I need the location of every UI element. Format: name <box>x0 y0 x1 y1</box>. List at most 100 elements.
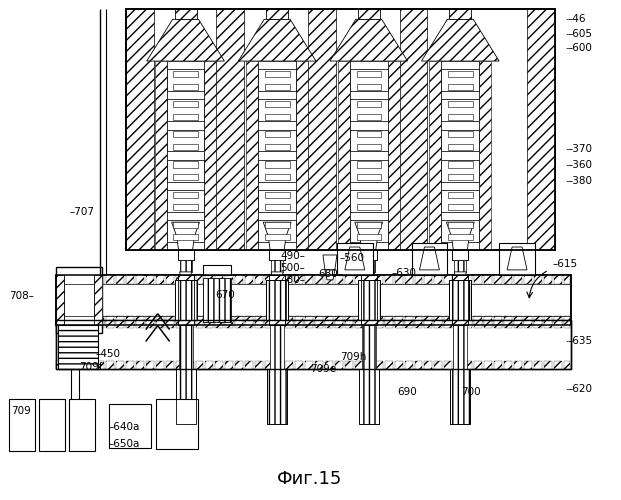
Bar <box>356 144 381 150</box>
Bar <box>335 316 343 324</box>
Bar <box>361 250 377 260</box>
Bar <box>58 324 98 370</box>
Bar <box>442 160 479 182</box>
Text: –635: –635 <box>568 336 593 346</box>
Bar <box>265 144 289 150</box>
Bar <box>494 320 502 328</box>
Bar <box>265 162 289 168</box>
Bar <box>285 275 293 284</box>
Bar <box>435 320 442 328</box>
Bar <box>267 370 287 424</box>
Bar <box>255 320 263 328</box>
Bar <box>126 362 134 370</box>
Bar <box>215 320 224 328</box>
Bar <box>56 362 64 370</box>
Bar <box>173 162 198 168</box>
Bar <box>56 320 571 370</box>
Bar <box>365 275 373 284</box>
Text: –450: –450 <box>96 350 121 360</box>
Bar <box>245 316 253 324</box>
Bar <box>126 10 154 250</box>
Polygon shape <box>446 222 474 236</box>
Bar <box>335 275 343 284</box>
Bar <box>450 370 470 424</box>
Bar <box>448 101 473 107</box>
Bar <box>455 362 462 370</box>
Polygon shape <box>360 236 378 250</box>
Bar <box>86 275 94 284</box>
Bar <box>109 404 151 448</box>
Bar <box>156 316 164 324</box>
Bar <box>56 275 64 324</box>
Bar <box>56 275 64 284</box>
Bar <box>96 362 104 370</box>
Bar <box>166 130 204 152</box>
Bar <box>356 71 381 77</box>
Bar <box>225 362 233 370</box>
Bar <box>136 362 143 370</box>
Bar <box>285 362 293 370</box>
Bar <box>345 316 353 324</box>
Polygon shape <box>365 282 373 290</box>
Bar <box>86 362 94 370</box>
Bar <box>56 316 64 324</box>
Text: –380: –380 <box>568 176 593 186</box>
Bar <box>435 362 442 370</box>
Bar <box>106 275 114 284</box>
Bar <box>173 204 198 210</box>
Polygon shape <box>456 282 465 290</box>
Bar <box>275 362 283 370</box>
Bar <box>204 265 232 275</box>
Bar <box>465 316 473 324</box>
Polygon shape <box>325 270 335 280</box>
Bar <box>356 204 381 210</box>
Bar <box>166 61 204 250</box>
Bar <box>450 10 471 20</box>
Bar <box>66 316 74 324</box>
Bar <box>9 399 35 451</box>
Polygon shape <box>273 282 281 290</box>
Bar <box>356 222 381 228</box>
Bar <box>455 320 462 328</box>
Bar <box>450 370 470 424</box>
Bar <box>269 275 285 324</box>
Bar <box>166 100 204 122</box>
Bar <box>345 320 353 328</box>
Bar <box>442 130 479 152</box>
Bar <box>356 162 381 168</box>
Bar <box>206 362 214 370</box>
Bar <box>271 260 283 272</box>
Bar <box>412 243 447 275</box>
Text: –630: –630 <box>392 268 417 278</box>
Bar <box>106 316 114 324</box>
Bar <box>325 316 333 324</box>
Bar <box>196 316 204 324</box>
Bar <box>156 399 197 449</box>
Polygon shape <box>147 20 224 61</box>
Bar <box>275 275 283 284</box>
Bar <box>235 275 243 284</box>
Bar <box>255 275 263 284</box>
Bar <box>445 316 452 324</box>
Bar <box>448 114 473 120</box>
Text: –650a: –650a <box>109 439 140 449</box>
Bar <box>524 316 532 324</box>
Bar <box>173 222 198 228</box>
Bar <box>448 162 473 168</box>
Bar <box>350 220 388 242</box>
Bar <box>225 320 233 328</box>
Bar <box>350 160 388 182</box>
Bar <box>173 114 198 120</box>
Bar <box>296 61 308 250</box>
Text: 709e–: 709e– <box>310 364 342 374</box>
Bar <box>96 320 104 328</box>
Text: –640a: –640a <box>109 422 140 432</box>
Bar <box>146 362 154 370</box>
Bar <box>394 316 402 324</box>
Bar <box>415 320 422 328</box>
Bar <box>215 316 224 324</box>
Bar <box>445 362 452 370</box>
Bar <box>448 144 473 150</box>
Bar <box>235 316 243 324</box>
Bar <box>265 114 289 120</box>
